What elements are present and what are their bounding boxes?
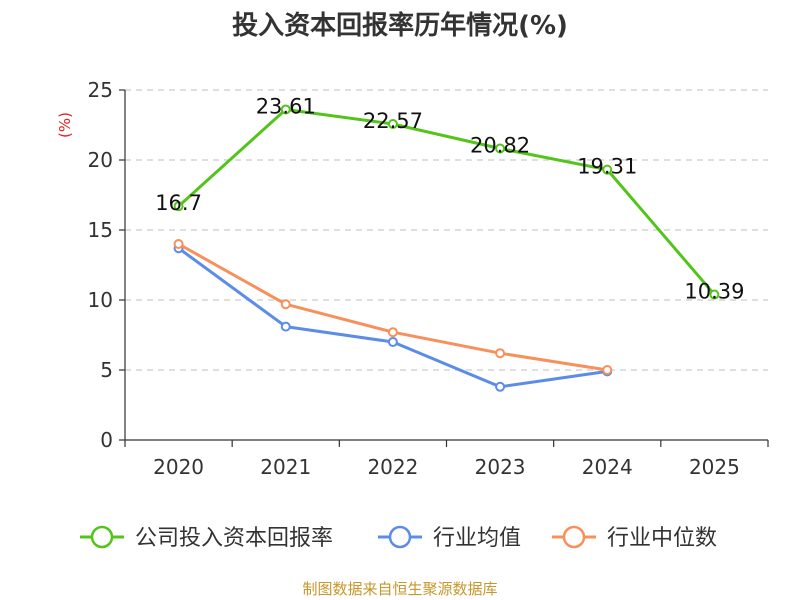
source-note: 制图数据来自恒生聚源数据库 bbox=[302, 580, 497, 598]
data-label-2021: 23.61 bbox=[256, 94, 316, 118]
data-point-0-2022[interactable] bbox=[387, 119, 398, 130]
y-tick-label-15: 15 bbox=[88, 218, 113, 242]
legend: 公司投入资本回报率 行业均值 行业中位数 bbox=[80, 525, 717, 551]
legend-label: 行业均值 bbox=[433, 526, 521, 551]
legend-item-0[interactable]: 公司投入资本回报率 bbox=[80, 525, 333, 551]
data-label-2023: 20.82 bbox=[470, 134, 530, 158]
y-axis-label: (%) bbox=[56, 112, 74, 138]
data-point-1-2022[interactable] bbox=[387, 337, 398, 347]
data-label-2022: 22.57 bbox=[363, 109, 423, 133]
x-tick-label-2024: 2024 bbox=[582, 455, 633, 479]
series-line-1 bbox=[177, 246, 608, 389]
data-label-2025: 10.39 bbox=[684, 280, 744, 304]
x-tick-label-2022: 2022 bbox=[367, 455, 418, 479]
x-tick-label-2025: 2025 bbox=[689, 455, 740, 479]
data-point-2-2022[interactable] bbox=[387, 327, 398, 338]
chart-title: 投入资本回报率历年情况(%) bbox=[232, 10, 568, 41]
data-point-2-2024[interactable] bbox=[602, 365, 613, 375]
y-tick-label-25: 25 bbox=[88, 78, 113, 102]
x-tick-label-2021: 2021 bbox=[260, 455, 311, 479]
data-point-0-2020[interactable] bbox=[173, 201, 184, 212]
data-point-2-2021[interactable] bbox=[280, 299, 291, 310]
y-tick-label-5: 5 bbox=[100, 358, 113, 382]
legend-label: 行业中位数 bbox=[607, 526, 717, 551]
y-tick-label-0: 0 bbox=[100, 428, 113, 452]
data-point-0-2023[interactable] bbox=[495, 143, 506, 154]
data-point-0-2021[interactable] bbox=[280, 104, 291, 115]
data-point-0-2025[interactable] bbox=[709, 289, 720, 300]
series-line-2 bbox=[177, 242, 608, 372]
legend-item-2[interactable]: 行业中位数 bbox=[552, 525, 717, 551]
data-point-0-2024[interactable] bbox=[602, 164, 613, 175]
data-point-2-2020[interactable] bbox=[173, 239, 184, 249]
data-label-2020: 16.7 bbox=[155, 191, 202, 215]
grid bbox=[125, 89, 768, 371]
x-tick-label-2023: 2023 bbox=[475, 455, 526, 479]
series-group bbox=[173, 104, 720, 392]
legend-label: 公司投入资本回报率 bbox=[135, 526, 333, 551]
legend-item-1[interactable]: 行业均值 bbox=[378, 525, 521, 551]
series-line-0 bbox=[177, 107, 716, 296]
legend-marker bbox=[90, 525, 114, 549]
legend-marker bbox=[388, 525, 412, 549]
x-tick-label-2020: 2020 bbox=[153, 455, 204, 479]
data-point-1-2021[interactable] bbox=[280, 321, 291, 332]
data-point-1-2023[interactable] bbox=[495, 381, 506, 392]
y-tick-label-10: 10 bbox=[88, 288, 113, 312]
data-label-2024: 19.31 bbox=[577, 155, 637, 179]
y-tick-label-20: 20 bbox=[88, 148, 113, 172]
data-point-2-2023[interactable] bbox=[495, 348, 506, 359]
legend-marker bbox=[562, 525, 586, 549]
data-labels: 16.7 23.61 22.57 20.82 19.31 10.39 bbox=[155, 94, 744, 303]
